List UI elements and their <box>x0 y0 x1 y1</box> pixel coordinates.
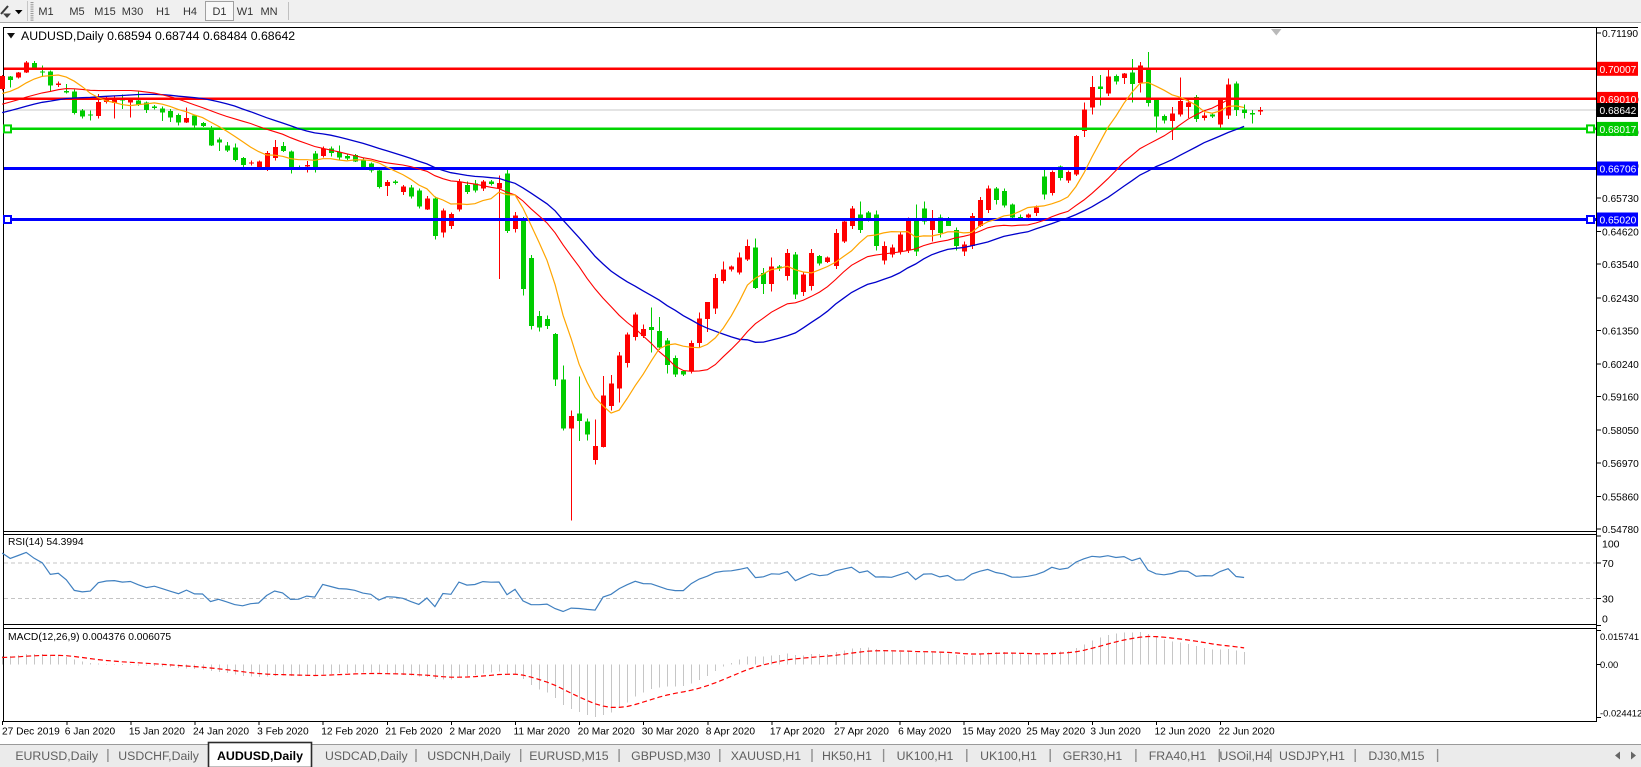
svg-text:0.60240: 0.60240 <box>1602 360 1639 371</box>
svg-text:0.68642: 0.68642 <box>1600 106 1637 117</box>
svg-text:6 May 2020: 6 May 2020 <box>898 727 952 738</box>
svg-text:AUDUSD,Daily 0.68594 0.68744: AUDUSD,Daily 0.68594 0.68744 0.68484 0.6… <box>21 29 295 43</box>
svg-text:0.015741: 0.015741 <box>1600 631 1639 642</box>
svg-text:15 Jan 2020: 15 Jan 2020 <box>129 727 185 738</box>
svg-text:0.66706: 0.66706 <box>1600 165 1637 176</box>
svg-text:0.00: 0.00 <box>1600 659 1618 670</box>
svg-text:MN: MN <box>260 6 277 18</box>
svg-text:2 Mar 2020: 2 Mar 2020 <box>449 727 501 738</box>
svg-text:USDJPY,H1: USDJPY,H1 <box>1279 749 1345 763</box>
svg-text:30 Mar 2020: 30 Mar 2020 <box>642 727 700 738</box>
svg-text:XAUUSD,H1: XAUUSD,H1 <box>731 749 802 763</box>
svg-text:USDCAD,Daily: USDCAD,Daily <box>325 749 409 763</box>
svg-text:EURUSD,M15: EURUSD,M15 <box>529 749 608 763</box>
svg-text:3 Jun 2020: 3 Jun 2020 <box>1090 727 1141 738</box>
svg-text:HK50,H1: HK50,H1 <box>822 749 872 763</box>
svg-text:USDCHF,Daily: USDCHF,Daily <box>118 749 199 763</box>
svg-text:0.69010: 0.69010 <box>1600 95 1637 106</box>
svg-text:11 Mar 2020: 11 Mar 2020 <box>514 727 571 738</box>
svg-text:27 Apr 2020: 27 Apr 2020 <box>834 727 889 738</box>
svg-text:AUDUSD,Daily: AUDUSD,Daily <box>217 749 303 763</box>
svg-text:M5: M5 <box>69 6 84 18</box>
svg-text:0.62430: 0.62430 <box>1602 294 1639 305</box>
svg-text:12 Jun 2020: 12 Jun 2020 <box>1155 727 1211 738</box>
svg-text:M1: M1 <box>38 6 53 18</box>
svg-text:100: 100 <box>1602 539 1620 551</box>
svg-text:25 May 2020: 25 May 2020 <box>1026 727 1085 738</box>
svg-text:22 Jun 2020: 22 Jun 2020 <box>1219 727 1275 738</box>
svg-text:0.59160: 0.59160 <box>1602 393 1639 404</box>
svg-text:20 Mar 2020: 20 Mar 2020 <box>578 727 636 738</box>
svg-text:USOil,H4: USOil,H4 <box>1219 749 1270 763</box>
svg-text:30: 30 <box>1602 594 1614 606</box>
svg-text:FRA40,H1: FRA40,H1 <box>1149 749 1207 763</box>
svg-text:M30: M30 <box>122 6 143 18</box>
svg-text:H1: H1 <box>156 6 170 18</box>
svg-text:0.63540: 0.63540 <box>1602 260 1639 271</box>
svg-text:USDCNH,Daily: USDCNH,Daily <box>427 749 511 763</box>
svg-text:0.55860: 0.55860 <box>1602 492 1639 503</box>
svg-text:0.61350: 0.61350 <box>1602 326 1639 337</box>
svg-text:24 Jan 2020: 24 Jan 2020 <box>193 727 249 738</box>
svg-text:0.65730: 0.65730 <box>1602 194 1639 205</box>
svg-text:GBPUSD,M30: GBPUSD,M30 <box>631 749 710 763</box>
svg-text:EURUSD,Daily: EURUSD,Daily <box>15 749 99 763</box>
svg-text:0.58050: 0.58050 <box>1602 426 1639 437</box>
svg-text:70: 70 <box>1602 558 1614 570</box>
svg-text:0: 0 <box>1602 614 1608 626</box>
svg-text:RSI(14) 54.3994: RSI(14) 54.3994 <box>8 537 84 548</box>
svg-text:3 Feb 2020: 3 Feb 2020 <box>257 727 309 738</box>
svg-text:MACD(12,26,9) 0.004376 0.00607: MACD(12,26,9) 0.004376 0.006075 <box>8 632 171 643</box>
svg-text:UK100,H1: UK100,H1 <box>897 749 954 763</box>
svg-text:0.68017: 0.68017 <box>1600 125 1637 136</box>
svg-text:8 Apr 2020: 8 Apr 2020 <box>706 727 756 738</box>
svg-text:6 Jan 2020: 6 Jan 2020 <box>65 727 116 738</box>
svg-text:W1: W1 <box>237 6 254 18</box>
svg-text:GER30,H1: GER30,H1 <box>1063 749 1123 763</box>
svg-text:M15: M15 <box>94 6 115 18</box>
svg-text:0.70007: 0.70007 <box>1600 65 1637 76</box>
svg-text:17 Apr 2020: 17 Apr 2020 <box>770 727 825 738</box>
svg-text:0.54780: 0.54780 <box>1602 525 1639 536</box>
svg-text:0.56970: 0.56970 <box>1602 459 1639 470</box>
svg-text:21 Feb 2020: 21 Feb 2020 <box>385 727 443 738</box>
svg-text:UK100,H1: UK100,H1 <box>980 749 1037 763</box>
svg-text:0.71190: 0.71190 <box>1602 29 1638 40</box>
svg-text:27 Dec 2019: 27 Dec 2019 <box>2 727 60 738</box>
svg-text:D1: D1 <box>212 6 226 18</box>
svg-text:12 Feb 2020: 12 Feb 2020 <box>321 727 379 738</box>
svg-text:H4: H4 <box>183 6 197 18</box>
svg-text:DJ30,M15: DJ30,M15 <box>1368 749 1424 763</box>
svg-text:15 May 2020: 15 May 2020 <box>962 727 1021 738</box>
svg-text:0.65020: 0.65020 <box>1600 216 1637 227</box>
svg-text:0.64620: 0.64620 <box>1602 228 1639 239</box>
svg-text:-0.024412: -0.024412 <box>1600 708 1641 719</box>
